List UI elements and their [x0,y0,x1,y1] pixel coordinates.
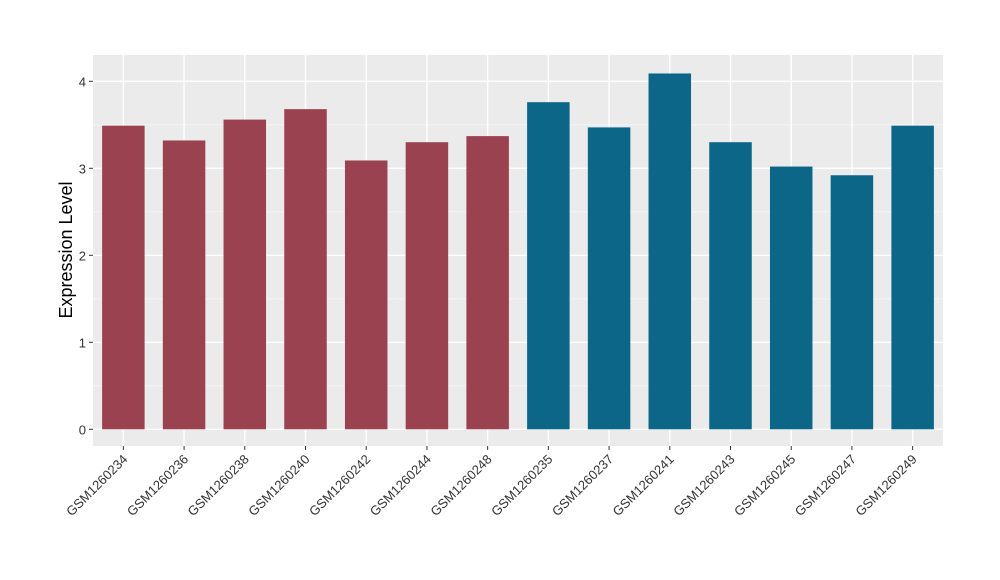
bar-GSM1260237 [587,127,631,430]
bar-GSM1260240 [284,109,327,430]
bar-GSM1260235 [527,102,570,430]
y-tick-label: 0 [79,422,86,437]
bar-GSM1260234 [102,125,145,430]
y-tick-label: 4 [79,74,86,89]
bar-GSM1260241 [648,73,692,430]
x-tick-label: GSM1260243 [670,452,737,519]
x-tick-label: GSM1260236 [124,452,191,519]
x-tick-label: GSM1260248 [427,452,494,519]
bar-GSM1260249 [891,125,934,430]
bar-GSM1260245 [769,166,813,430]
y-axis-label: Expression Level [56,181,76,318]
bar-GSM1260247 [830,175,874,430]
x-tick-label: GSM1260235 [488,452,555,519]
x-tick-label: GSM1260247 [792,452,859,519]
x-tick-label: GSM1260241 [610,452,677,519]
x-tick-label: GSM1260234 [63,452,130,519]
bar-GSM1260242 [344,160,388,430]
plot-panel [93,55,943,446]
bar-GSM1260243 [709,142,752,430]
x-tick-label: GSM1260238 [185,452,252,519]
bar-GSM1260248 [466,136,509,430]
x-tick-label: GSM1260242 [306,452,373,519]
x-tick-label: GSM1260249 [852,452,919,519]
y-tick-label: 2 [79,248,86,263]
x-tick-label: GSM1260245 [731,452,798,519]
bar-GSM1260236 [162,140,206,430]
y-tick-label: 3 [79,161,86,176]
x-tick-label: GSM1260240 [245,452,312,519]
bar-GSM1260244 [405,142,449,430]
x-tick-label: GSM1260244 [367,452,434,519]
y-tick-label: 1 [79,335,86,350]
x-tick-label: GSM1260237 [549,452,616,519]
bar-GSM1260238 [223,119,267,430]
